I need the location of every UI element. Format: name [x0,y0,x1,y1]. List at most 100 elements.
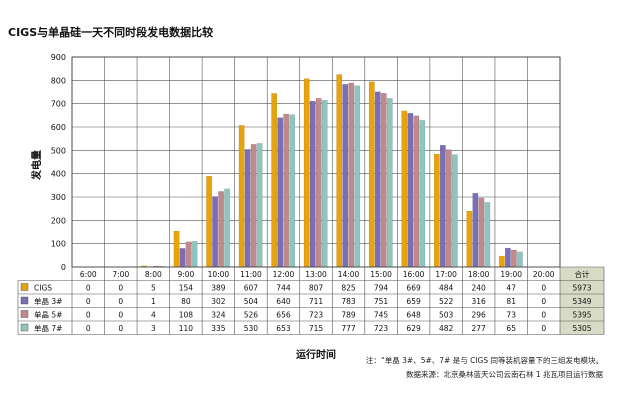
bar [484,202,491,268]
bar [256,143,263,268]
source-line: 数据来源：北京桑林蓝天公司云南石林 1 兆瓦项目运行数据 [405,370,603,379]
legend-swatch [20,310,29,318]
bar [505,247,511,268]
y-tick-label: 400 [51,170,66,179]
x-tick-label: 12:00 [273,270,295,279]
bar [517,251,523,268]
bar [218,191,224,268]
data-label: 277 [472,324,487,333]
bar [419,120,426,268]
data-label: 0 [541,297,546,306]
total-value: 5973 [572,284,591,293]
total-column-bg [560,267,604,335]
data-label: 0 [86,311,91,320]
data-label: 0 [118,297,123,306]
total-header: 合计 [575,269,590,279]
legend-label: 单晶 7# [34,323,62,333]
data-label: 503 [439,311,454,320]
bar [342,84,349,268]
bar [439,145,446,268]
data-label: 65 [506,324,516,333]
bar [511,249,517,268]
x-tick-label: 7:00 [112,270,129,279]
data-label: 530 [244,324,259,333]
note-line: 注：“单晶 3#、5#、7# 是与 CIGS 同等装机容量下的三组发电模块。 [365,356,603,365]
data-label: 0 [86,324,91,333]
data-label: 47 [506,284,516,293]
y-tick-label: 800 [51,76,66,85]
data-label: 0 [86,284,91,293]
data-label: 0 [541,284,546,293]
bar [173,230,180,268]
data-label: 607 [244,284,259,293]
data-label: 5 [151,284,156,293]
data-label: 0 [86,297,91,306]
bar [238,125,245,268]
x-tick-label: 8:00 [145,270,162,279]
bar [191,241,198,268]
x-tick-label: 17:00 [435,270,457,279]
bar [271,93,278,268]
data-label: 744 [276,284,291,293]
bar [336,74,343,268]
data-label: 296 [472,311,487,320]
x-tick-label: 18:00 [468,270,490,279]
bar [289,114,296,268]
legend-swatch [20,323,29,332]
data-label: 789 [341,311,356,320]
data-label: 745 [374,311,389,320]
data-label: 108 [179,311,194,320]
x-tick-label: 15:00 [370,270,392,279]
data-label: 0 [541,324,546,333]
bar [283,113,290,268]
bar [321,100,328,268]
x-tick-label: 19:00 [500,270,522,279]
data-label: 648 [406,311,421,320]
bar [179,248,186,268]
legend-swatch [20,283,29,291]
bar [303,78,310,268]
bar [348,82,355,268]
data-label: 825 [341,284,356,293]
data-label: 316 [472,297,487,306]
data-label: 80 [181,297,191,306]
data-label: 504 [244,297,259,306]
bar [433,153,440,268]
y-axis-label: 发电量 [30,150,43,181]
x-tick-label: 6:00 [80,270,97,279]
data-label: 522 [439,297,454,306]
bar [354,85,361,268]
data-label: 484 [439,284,454,293]
data-label: 110 [179,324,194,333]
legend-swatch [20,296,29,305]
bar [206,176,212,268]
data-label: 669 [406,284,421,293]
data-label: 73 [506,311,516,320]
x-tick-label: 10:00 [208,270,230,279]
data-label: 0 [541,311,546,320]
data-label: 723 [374,324,389,333]
data-label: 653 [276,324,291,333]
bar [315,98,322,268]
data-label: 81 [506,297,516,306]
bars [141,74,523,268]
data-label: 0 [118,324,123,333]
data-label: 482 [439,324,454,333]
data-label: 240 [472,284,487,293]
data-label: 783 [341,297,356,306]
x-tick-label: 13:00 [305,270,327,279]
y-tick-label: 600 [51,123,66,132]
y-tick-label: 300 [51,193,66,202]
bar [380,93,387,268]
bar [374,91,381,268]
legend-label: 单晶 5# [34,310,62,320]
y-tick-label: 500 [51,146,66,155]
bar [407,113,414,268]
data-label: 3 [151,324,156,333]
total-value: 5305 [572,324,591,333]
bar [413,115,420,268]
chart-title: CIGS与单晶硅一天不同时段发电数据比较 [8,26,214,39]
data-label: 656 [276,311,291,320]
data-label: 154 [179,284,194,293]
bar [401,110,408,268]
